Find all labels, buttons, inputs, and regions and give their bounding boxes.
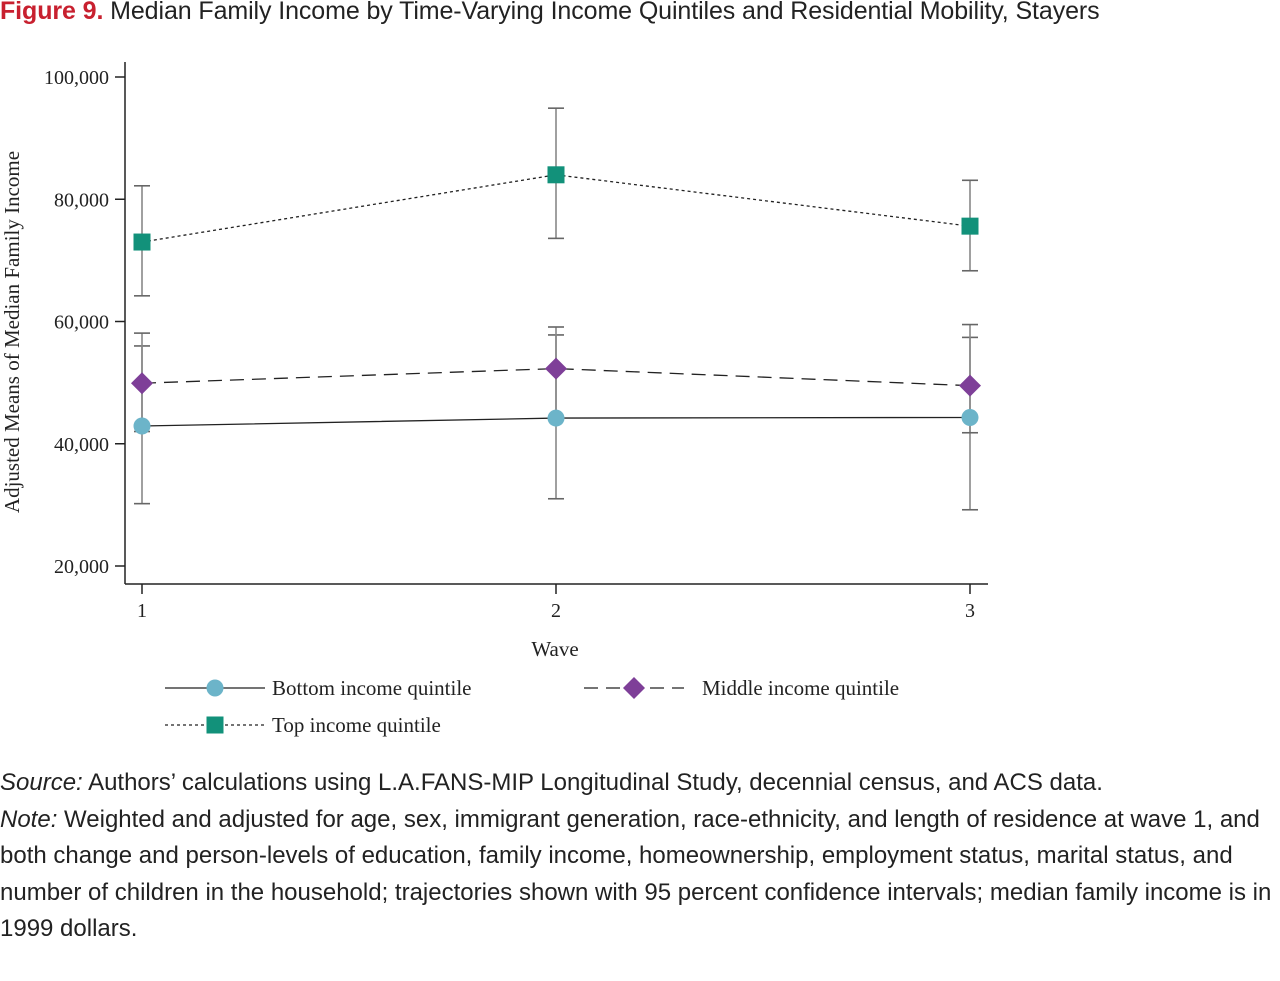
- legend-label: Bottom income quintile: [272, 676, 471, 700]
- data-point-circle: [547, 409, 565, 427]
- x-axis-label: Wave: [531, 637, 578, 661]
- figure-notes: Source: Authors’ calculations using L.A.…: [0, 765, 1272, 948]
- figure-title-text: Median Family Income by Time-Varying Inc…: [110, 0, 1100, 25]
- y-axis-label: Adjusted Means of Median Family Income: [0, 151, 24, 513]
- series-line: [141, 174, 971, 243]
- y-tick-label: 20,000: [54, 556, 109, 578]
- data-point-circle: [133, 417, 151, 435]
- data-point-square: [961, 217, 979, 235]
- chart-axes: 20,000 40,000 60,000 80,000 100,000 1 2 3: [44, 62, 988, 622]
- x-tick-label: 2: [551, 600, 561, 622]
- data-point-square: [133, 233, 151, 251]
- note-text: Weighted and adjusted for age, sex, immi…: [0, 805, 1272, 943]
- legend-label: Middle income quintile: [702, 676, 899, 700]
- source-text: Authors’ calculations using L.A.FANS-MIP…: [82, 769, 1103, 796]
- source-label: Source:: [0, 769, 83, 796]
- chart-legend: Bottom income quintile Middle income quin…: [165, 676, 899, 737]
- y-tick-label: 100,000: [44, 67, 109, 89]
- legend-marker-circle: [206, 679, 224, 697]
- note-label: Note:: [0, 805, 58, 833]
- y-tick-label: 80,000: [54, 189, 109, 211]
- y-tick-label: 60,000: [54, 312, 109, 334]
- data-point-diamond: [545, 357, 567, 380]
- data-point-square: [547, 166, 565, 184]
- figure-title: Figure 9. Median Family Income by Time-V…: [0, 0, 1100, 26]
- series-markers: [131, 166, 981, 435]
- x-tick-label: 3: [965, 600, 975, 622]
- legend-marker-square: [206, 716, 224, 734]
- data-point-diamond: [959, 374, 981, 397]
- series-line: [141, 367, 971, 387]
- figure-label: Figure 9.: [0, 0, 104, 25]
- data-point-circle: [961, 408, 979, 426]
- note-paragraph: Note: Weighted and adjusted for age, sex…: [0, 802, 1272, 948]
- legend-marker-diamond: [623, 677, 645, 699]
- x-tick-label: 1: [137, 600, 147, 622]
- y-tick-label: 40,000: [54, 434, 109, 456]
- legend-label: Top income quintile: [272, 713, 441, 737]
- source-note: Source: Authors’ calculations using L.A.…: [0, 765, 1272, 802]
- data-point-diamond: [131, 372, 153, 395]
